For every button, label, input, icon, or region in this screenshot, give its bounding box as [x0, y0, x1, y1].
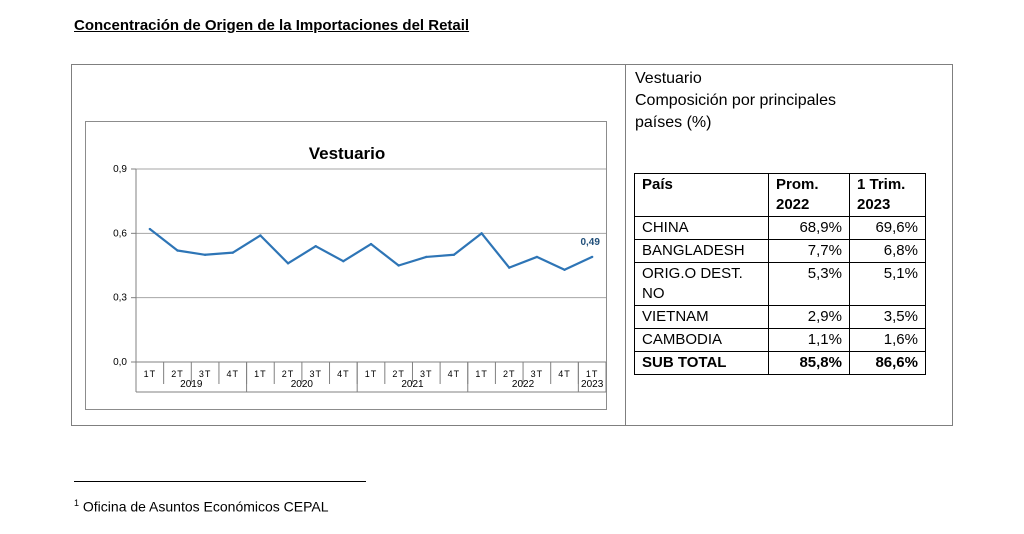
- cell-trim-2023: 3,5%: [849, 305, 926, 329]
- footnote-marker: 1: [74, 498, 80, 508]
- table-total-row: SUB TOTAL 85,8% 86,6%: [634, 351, 926, 375]
- data-point: [535, 255, 539, 259]
- side-caption: Vestuario Composición por principales pa…: [635, 68, 935, 134]
- x-tick-label: 1T: [586, 369, 599, 379]
- x-tick-label: 1T: [475, 369, 488, 379]
- year-label: 2022: [512, 379, 535, 390]
- cell-country: VIETNAM: [634, 305, 769, 329]
- cell-prom-2022: 7,7%: [768, 239, 850, 263]
- x-tick-label: 3T: [420, 369, 433, 379]
- data-point: [176, 249, 179, 252]
- header-trim-2023: 1 Trim. 2023: [849, 173, 926, 217]
- data-point: [286, 262, 290, 265]
- x-tick-label: 2T: [503, 369, 516, 379]
- cell-country: BANGLADESH: [634, 239, 769, 263]
- table-row: CAMBODIA 1,1% 1,6%: [634, 328, 926, 352]
- cell-trim-2023: 69,6%: [849, 216, 926, 240]
- x-tick-label: 3T: [531, 369, 544, 379]
- country-share-table: País Prom. 2022 1 Trim. 2023 CHINA 68,9%…: [634, 173, 926, 375]
- table-row: BANGLADESH 7,7% 6,8%: [634, 239, 926, 263]
- chart-title: Vestuario: [309, 144, 386, 163]
- x-tick-label: 1T: [254, 369, 267, 379]
- footnote-divider: [74, 481, 366, 482]
- data-point: [590, 255, 594, 259]
- caption-line-3: países (%): [635, 114, 712, 131]
- data-point: [369, 242, 373, 246]
- data-point: [203, 253, 207, 256]
- cell-country: CHINA: [634, 216, 769, 240]
- table-header-row: País Prom. 2022 1 Trim. 2023: [634, 173, 926, 217]
- y-tick-label: 0,3: [113, 293, 127, 304]
- cell-prom-2022: 5,3%: [768, 262, 850, 306]
- frame-divider: [625, 65, 626, 425]
- data-point: [342, 260, 345, 263]
- y-tick-label: 0,9: [113, 164, 127, 175]
- y-tick-label: 0,0: [113, 357, 127, 368]
- cell-country: CAMBODIA: [634, 328, 769, 352]
- footnote-text: Oficina de Asuntos Económicos CEPAL: [82, 498, 329, 515]
- cell-prom-2022: 2,9%: [768, 305, 850, 329]
- line-chart: Vestuario 0,0 0,3 0,6 0,9 1T 2T 3T 4T 1T 2T 3T 4T 1T…: [85, 121, 607, 410]
- table-row: ORIG.O DEST. NO 5,3% 5,1%: [634, 262, 926, 306]
- x-tick-label: 4T: [448, 369, 461, 379]
- data-point: [314, 245, 317, 248]
- data-point: [425, 255, 428, 259]
- cell-trim-2023: 5,1%: [849, 262, 926, 306]
- x-tick-label: 2T: [392, 369, 405, 379]
- data-point: [563, 268, 566, 271]
- year-label: 2020: [291, 379, 314, 390]
- x-tick-label: 3T: [309, 369, 322, 379]
- cell-trim-2023: 6,8%: [849, 239, 926, 263]
- y-tick-label: 0,6: [113, 228, 127, 239]
- caption-line-2: Composición por principales: [635, 92, 836, 109]
- data-label-last: 0,49: [580, 237, 600, 248]
- caption-line-1: Vestuario: [635, 70, 702, 87]
- cell-trim-2023: 1,6%: [849, 328, 926, 352]
- x-tick-label: 4T: [558, 369, 571, 379]
- x-tick-label: 2T: [282, 369, 295, 379]
- data-point: [508, 266, 511, 269]
- year-label: 2023: [581, 379, 604, 390]
- footnote: 1 Oficina de Asuntos Económicos CEPAL: [74, 498, 329, 515]
- data-point: [231, 251, 234, 254]
- content-frame: Vestuario 0,0 0,3 0,6 0,9 1T 2T 3T 4T 1T 2T 3T 4T 1T…: [71, 64, 953, 426]
- table-row: CHINA 68,9% 69,6%: [634, 216, 926, 240]
- x-tick-label: 1T: [365, 369, 378, 379]
- cell-total-label: SUB TOTAL: [634, 351, 769, 375]
- x-tick-label: 1T: [144, 369, 157, 379]
- header-country: País: [634, 173, 769, 217]
- data-point: [480, 232, 483, 235]
- cell-total-prom-2022: 85,8%: [768, 351, 850, 375]
- header-prom-2022: Prom. 2022: [768, 173, 850, 217]
- document-title: Concentración de Origen de la Importacio…: [74, 17, 470, 34]
- year-label: 2021: [401, 379, 424, 390]
- cell-prom-2022: 1,1%: [768, 328, 850, 352]
- chart-canvas: Vestuario 0,0 0,3 0,6 0,9 1T 2T 3T 4T 1T 2T 3T 4T 1T…: [113, 144, 607, 393]
- x-tick-label: 4T: [337, 369, 350, 379]
- data-point: [452, 253, 456, 256]
- data-point: [148, 227, 152, 231]
- data-point: [397, 264, 400, 267]
- data-point: [259, 234, 262, 237]
- x-tick-label: 3T: [199, 369, 212, 379]
- series-line: [149, 228, 593, 271]
- cell-country: ORIG.O DEST. NO: [634, 262, 769, 306]
- x-tick-label: 4T: [227, 369, 240, 379]
- cell-prom-2022: 68,9%: [768, 216, 850, 240]
- x-tick-label: 2T: [171, 369, 184, 379]
- table-row: VIETNAM 2,9% 3,5%: [634, 305, 926, 329]
- cell-total-trim-2023: 86,6%: [849, 351, 926, 375]
- year-label: 2019: [180, 379, 203, 390]
